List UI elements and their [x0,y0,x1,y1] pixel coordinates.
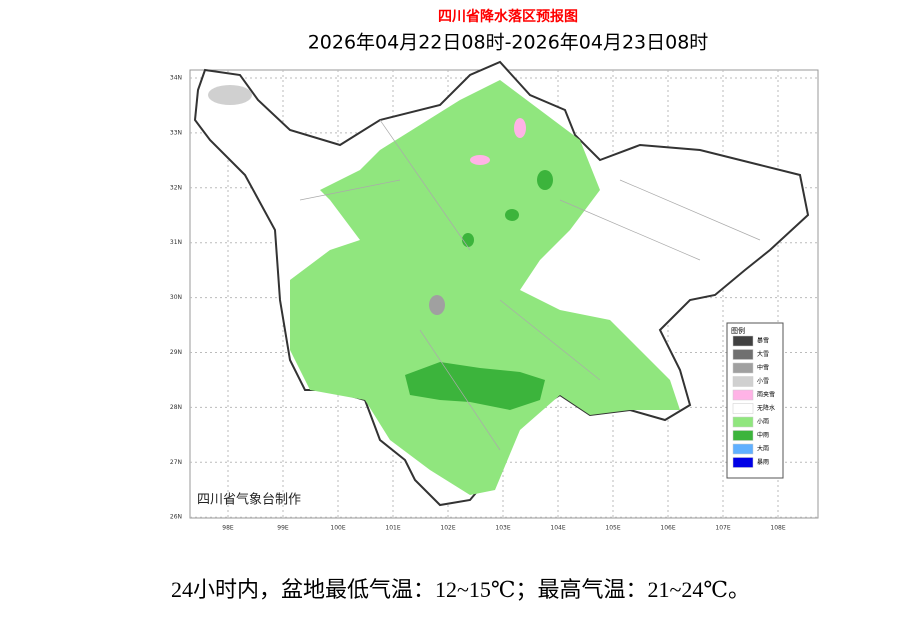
legend-label: 小雪 [757,377,769,385]
legend-label: 暴雨 [757,459,769,466]
sleet-area [470,155,490,165]
caption: 24小时内，盆地最低气温：12~15℃；最高气温：21~24℃。 [170,577,751,602]
lat-label: 28N [170,404,182,411]
snow-area [208,85,252,105]
lat-label: 30N [170,294,182,301]
lat-label: 26N [170,514,182,521]
legend-label: 暴雪 [757,338,769,345]
county-boundary [299,119,761,451]
lon-label: 107E [715,525,730,532]
legend-swatch [732,416,754,428]
lon-label: 105E [605,525,620,532]
lon-label: 101E [385,525,400,532]
moderate-rain-area [405,362,545,410]
map-title: 四川省降水落区预报图 [438,8,578,25]
snow-area [429,295,445,315]
legend-swatch [732,389,754,401]
legend-swatch [732,443,754,455]
legend-label: 雨夹雪 [757,391,775,399]
lat-label: 33N [170,129,182,136]
legend-label: 大雪 [757,350,769,358]
lat-label: 34N [170,75,182,82]
legend-swatch [732,403,754,414]
light-rain-area [290,80,680,495]
sleet-area [514,118,526,138]
lon-label: 106E [660,525,675,532]
lon-label: 108E [770,525,785,532]
lat-label: 27N [170,459,182,466]
legend-swatch [732,457,754,468]
moderate-rain-area [505,209,519,221]
lon-label: 102E [440,525,455,532]
lon-label: 99E [277,525,289,532]
legend-label: 小雨 [757,418,769,426]
legend-swatch [732,376,754,387]
legend-label: 中雨 [757,431,769,439]
legend-swatch [732,362,754,374]
lat-label: 32N [170,184,182,191]
map-credit: 四川省气象台制作 [197,492,301,508]
legend-swatch [732,349,754,360]
legend-label: 无降水 [757,404,775,412]
legend-label: 大雨 [757,445,769,453]
moderate-rain-area [462,233,474,247]
legend-swatch [732,430,754,441]
lon-label: 103E [495,525,510,532]
lat-label: 31N [170,239,182,246]
legend-swatch [732,335,754,347]
legend-label: 中雪 [757,364,769,372]
lon-label: 104E [550,525,565,532]
lat-label: 29N [170,349,182,356]
map-subtitle: 2026年04月22日08时-2026年04月23日08时 [308,32,709,54]
legend-title: 图例 [731,326,745,335]
lon-label: 100E [330,525,345,532]
lon-label: 98E [222,525,234,532]
moderate-rain-area [537,170,553,190]
map: 四川省降水落区预报图 2026年04月22日08时-2026年04月23日08时… [170,8,819,532]
